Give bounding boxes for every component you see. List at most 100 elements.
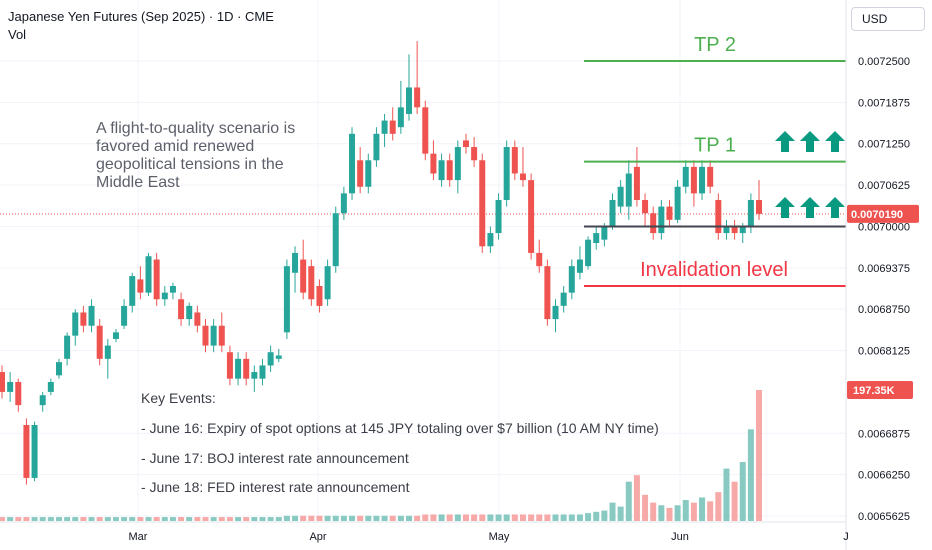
candle-body — [381, 120, 388, 134]
volume-bar — [161, 517, 168, 521]
volume-bar — [462, 514, 469, 521]
candle-body — [7, 381, 14, 392]
volume-bar — [650, 502, 657, 521]
candle-body — [682, 166, 689, 187]
volume-bar — [544, 514, 551, 521]
volume-bar — [723, 468, 730, 521]
candle-body — [251, 372, 258, 379]
candle-body — [80, 312, 87, 326]
candle-body — [495, 199, 502, 234]
volume-bar — [259, 517, 266, 521]
candle-body — [650, 213, 657, 234]
up-arrow-icon — [775, 197, 795, 218]
candle-body — [259, 365, 266, 379]
volume-bar — [625, 481, 632, 521]
candle-body — [747, 199, 754, 227]
volume-bar — [332, 515, 339, 521]
candle-body — [593, 233, 600, 243]
volume-bar — [88, 517, 95, 521]
y-tick-label: 0.0071250 — [858, 139, 910, 151]
volume-bar — [707, 501, 714, 521]
volume-bar — [292, 515, 299, 521]
volume-bar — [340, 515, 347, 521]
volume-bar — [137, 517, 144, 521]
volume-bar — [690, 502, 697, 521]
volume-bar — [121, 517, 128, 521]
volume-bar — [357, 515, 364, 521]
candle-body — [283, 266, 290, 333]
y-tick-label: 0.0068750 — [858, 304, 910, 316]
target-levels: TP 2 TP 1 Invalidation level — [584, 34, 846, 288]
volume-bar — [308, 515, 315, 521]
x-tick-label: Jun — [671, 531, 689, 543]
candle-body — [373, 133, 380, 161]
volume-bar — [283, 515, 290, 521]
candle-body — [430, 153, 437, 174]
candle-body — [275, 355, 282, 359]
candle-body — [422, 107, 429, 154]
volume-bar — [23, 517, 30, 521]
volume-bar — [96, 517, 103, 521]
candle-body — [576, 259, 583, 273]
x-tick-label: Apr — [309, 531, 326, 543]
volume-bar — [55, 517, 62, 521]
volume-bar — [129, 517, 136, 521]
candle-body — [511, 147, 518, 174]
volume-bar — [7, 517, 14, 521]
volume-bar — [202, 517, 209, 521]
candle-body — [536, 252, 543, 267]
event-item: - June 18: FED interest rate announcemen… — [141, 479, 410, 495]
volume-bar — [218, 517, 225, 521]
candle-body — [438, 160, 445, 181]
candle-body — [23, 425, 30, 478]
target-arrows — [775, 131, 845, 218]
volume-bar — [365, 515, 372, 521]
candle-body — [145, 256, 152, 293]
candle-body — [552, 305, 559, 320]
volume-bar — [699, 497, 706, 521]
candle-body — [267, 352, 274, 366]
volume-bar — [617, 506, 624, 521]
candle-body — [479, 160, 486, 247]
candle-body — [503, 147, 510, 200]
volume-bar — [194, 517, 201, 521]
volume-bar — [633, 475, 640, 521]
volume-bar — [422, 514, 429, 521]
volume-bar — [300, 515, 307, 521]
candle-body — [129, 276, 136, 306]
candle-body — [756, 199, 763, 214]
currency-button[interactable]: USD — [851, 7, 925, 31]
candle-body — [64, 335, 71, 359]
volume-bar — [511, 514, 518, 521]
candle-body — [462, 140, 469, 148]
x-tick-label: Mar — [129, 531, 148, 543]
up-arrow-icon — [775, 131, 795, 152]
volume-bar — [756, 390, 763, 521]
candle-body — [723, 226, 730, 234]
volume-bar — [251, 517, 258, 521]
volume-bar — [80, 517, 87, 521]
x-tick-label: J — [843, 531, 849, 543]
volume-bar — [674, 505, 681, 521]
up-arrow-icon — [800, 131, 820, 152]
volume-bar — [576, 514, 583, 521]
volume-bar — [739, 462, 746, 521]
volume-label: Vol — [8, 27, 27, 42]
candle-body — [55, 362, 62, 376]
volume-bar — [169, 517, 176, 521]
y-tick-label: 0.0065625 — [858, 511, 910, 523]
volume-bar — [454, 514, 461, 521]
candle-body — [153, 259, 160, 300]
volume-bar — [666, 507, 673, 521]
candle-body — [487, 233, 494, 247]
volume-bar — [47, 517, 54, 521]
last-price-label: 0.0070190 — [851, 209, 903, 221]
candle-body — [243, 358, 250, 379]
volume-bar — [153, 517, 160, 521]
volume-bar — [536, 514, 543, 521]
volume-bar — [642, 494, 649, 521]
volume-bar — [64, 517, 71, 521]
candle-body — [202, 325, 209, 346]
axis-badges: 0.0070190 197.35K — [847, 204, 919, 399]
